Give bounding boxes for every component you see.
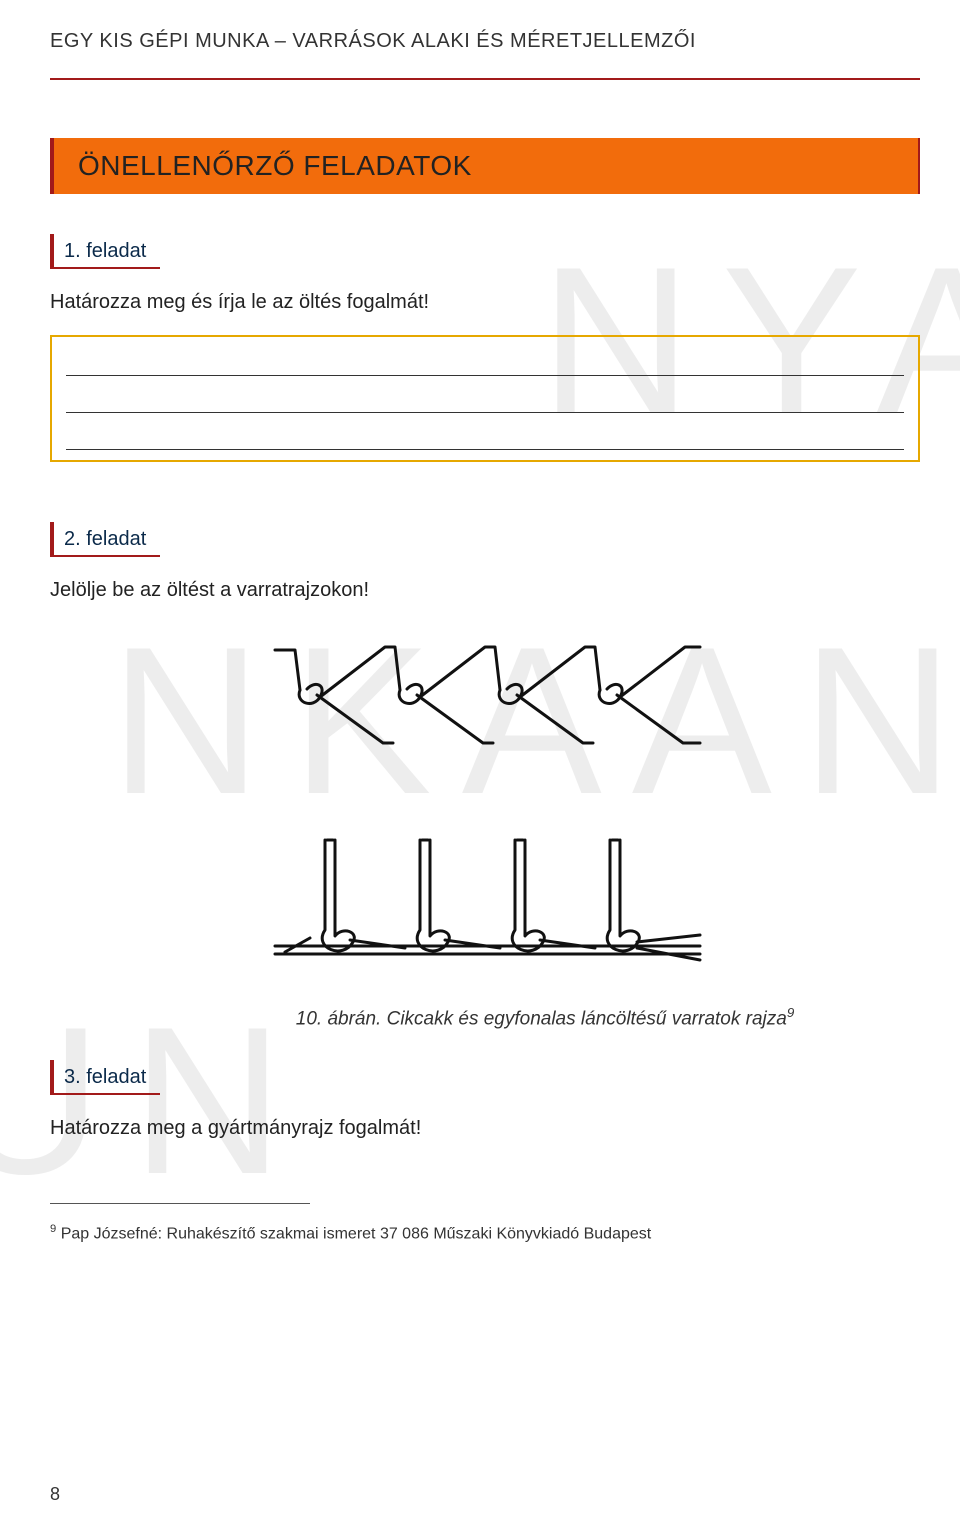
page-title: EGY KIS GÉPI MUNKA – VARRÁSOK ALAKI ÉS M…	[50, 30, 920, 53]
footnote: 9 Pap Józsefné: Ruhakészítő szakmai isme…	[50, 1222, 920, 1246]
task-2-text: Jelölje be az öltést a varratrajzokon!	[50, 575, 920, 605]
section-banner: ÖNELLENŐRZŐ FELADATOK	[50, 138, 920, 194]
task-2-label: 2. feladat	[50, 522, 160, 557]
task-3-label: 3. feladat	[50, 1060, 160, 1095]
answer-line	[66, 449, 904, 450]
task-1-text: Határozza meg és írja le az öltés fogalm…	[50, 287, 920, 317]
caption-sup: 9	[787, 1005, 794, 1020]
page-number: 8	[50, 1484, 60, 1505]
stitch-diagram-chain	[265, 820, 705, 970]
header-rule	[50, 78, 920, 80]
task-1-label: 1. feladat	[50, 234, 160, 269]
stitch-diagram-zigzag	[265, 625, 705, 755]
caption-italic: Cikcakk és egyfonalas láncöltésű varrato…	[387, 1008, 787, 1029]
task-3-text: Határozza meg a gyártmányrajz fogalmát!	[50, 1113, 920, 1143]
figure-caption: 10. ábrán. Cikcakk és egyfonalas láncölt…	[170, 1005, 920, 1030]
footnote-rule	[50, 1203, 310, 1204]
caption-prefix: 10. ábrán.	[296, 1008, 387, 1029]
footnote-text: Pap Józsefné: Ruhakészítő szakmai ismere…	[61, 1226, 652, 1243]
answer-line	[66, 412, 904, 413]
figure-container	[50, 625, 920, 975]
answer-box	[50, 335, 920, 462]
footnote-marker: 9	[50, 1223, 56, 1235]
answer-line	[66, 375, 904, 376]
